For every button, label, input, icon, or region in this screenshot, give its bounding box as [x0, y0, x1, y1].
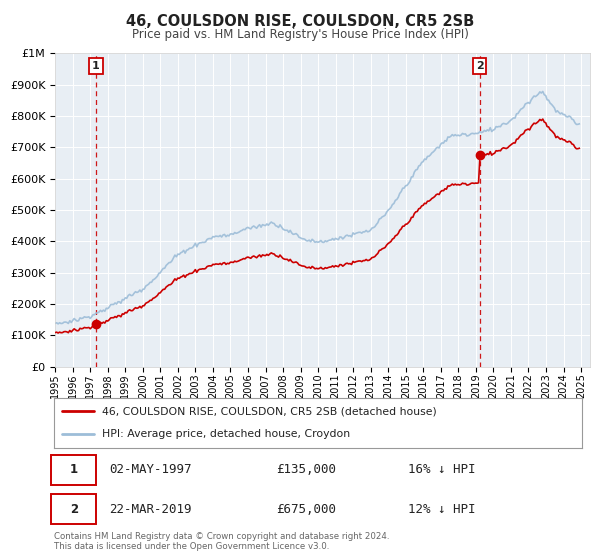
FancyBboxPatch shape [52, 455, 96, 485]
Text: £135,000: £135,000 [276, 463, 336, 477]
Text: 16% ↓ HPI: 16% ↓ HPI [408, 463, 475, 477]
FancyBboxPatch shape [52, 494, 96, 524]
Text: 02-MAY-1997: 02-MAY-1997 [109, 463, 192, 477]
Text: 12% ↓ HPI: 12% ↓ HPI [408, 502, 475, 516]
Text: 1: 1 [70, 463, 78, 477]
Text: 46, COULSDON RISE, COULSDON, CR5 2SB (detached house): 46, COULSDON RISE, COULSDON, CR5 2SB (de… [101, 406, 436, 416]
Text: 22-MAR-2019: 22-MAR-2019 [109, 502, 192, 516]
Text: This data is licensed under the Open Government Licence v3.0.: This data is licensed under the Open Gov… [54, 542, 329, 550]
Text: 2: 2 [70, 502, 78, 516]
Text: Contains HM Land Registry data © Crown copyright and database right 2024.: Contains HM Land Registry data © Crown c… [54, 532, 389, 541]
Text: £675,000: £675,000 [276, 502, 336, 516]
Text: Price paid vs. HM Land Registry's House Price Index (HPI): Price paid vs. HM Land Registry's House … [131, 28, 469, 41]
Text: 1: 1 [92, 60, 100, 71]
Text: HPI: Average price, detached house, Croydon: HPI: Average price, detached house, Croy… [101, 430, 350, 440]
Text: 2: 2 [476, 60, 484, 71]
Text: 46, COULSDON RISE, COULSDON, CR5 2SB: 46, COULSDON RISE, COULSDON, CR5 2SB [126, 14, 474, 29]
